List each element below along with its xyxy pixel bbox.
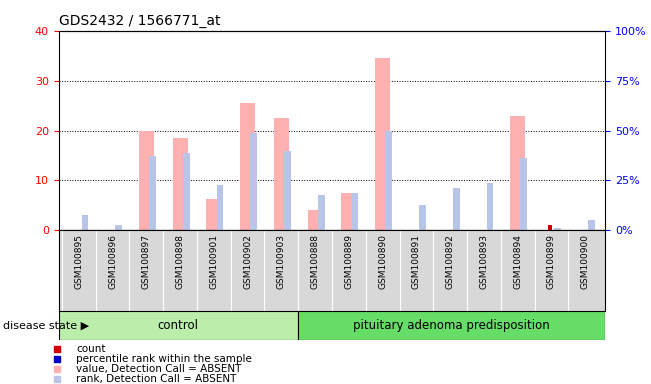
Text: GSM100895: GSM100895 <box>74 234 83 290</box>
Text: GSM100899: GSM100899 <box>547 234 556 290</box>
Text: disease state ▶: disease state ▶ <box>3 320 89 331</box>
Text: GSM100894: GSM100894 <box>513 234 522 289</box>
Text: GSM100889: GSM100889 <box>344 234 353 290</box>
Bar <box>318 195 325 230</box>
Bar <box>173 138 187 230</box>
Bar <box>59 311 298 340</box>
Bar <box>81 215 89 230</box>
Bar <box>588 220 594 230</box>
Text: GSM100902: GSM100902 <box>243 234 252 289</box>
Bar <box>341 193 357 230</box>
Bar <box>375 58 390 230</box>
Text: value, Detection Call = ABSENT: value, Detection Call = ABSENT <box>76 364 242 374</box>
Bar <box>251 133 257 230</box>
Text: rank, Detection Call = ABSENT: rank, Detection Call = ABSENT <box>76 374 236 384</box>
Bar <box>284 151 291 230</box>
Text: GSM100897: GSM100897 <box>142 234 151 290</box>
Bar <box>554 228 561 230</box>
Text: GSM100901: GSM100901 <box>210 234 218 290</box>
Bar <box>486 183 493 230</box>
Text: GSM100892: GSM100892 <box>446 234 454 289</box>
Bar <box>274 118 289 230</box>
Bar <box>419 205 426 230</box>
Bar <box>240 103 255 230</box>
Bar <box>183 153 189 230</box>
Text: GDS2432 / 1566771_at: GDS2432 / 1566771_at <box>59 14 220 28</box>
Bar <box>139 131 154 230</box>
Text: GSM100896: GSM100896 <box>108 234 117 290</box>
Text: count: count <box>76 344 105 354</box>
Bar <box>298 311 605 340</box>
Bar <box>453 188 460 230</box>
Text: GSM100898: GSM100898 <box>176 234 185 290</box>
Bar <box>547 225 552 230</box>
Bar <box>115 225 122 230</box>
Text: GSM100900: GSM100900 <box>581 234 590 290</box>
Bar <box>149 156 156 230</box>
Bar <box>206 199 221 230</box>
Text: GSM100888: GSM100888 <box>311 234 320 290</box>
Bar <box>385 131 392 230</box>
Bar <box>352 193 358 230</box>
Text: pituitary adenoma predisposition: pituitary adenoma predisposition <box>353 319 550 332</box>
Text: GSM100891: GSM100891 <box>412 234 421 290</box>
Text: control: control <box>158 319 199 332</box>
Text: GSM100903: GSM100903 <box>277 234 286 290</box>
Bar <box>510 116 525 230</box>
Bar <box>520 158 527 230</box>
Text: percentile rank within the sample: percentile rank within the sample <box>76 354 252 364</box>
Text: GSM100890: GSM100890 <box>378 234 387 290</box>
Bar <box>217 185 223 230</box>
Bar <box>307 210 323 230</box>
Text: GSM100893: GSM100893 <box>479 234 488 290</box>
